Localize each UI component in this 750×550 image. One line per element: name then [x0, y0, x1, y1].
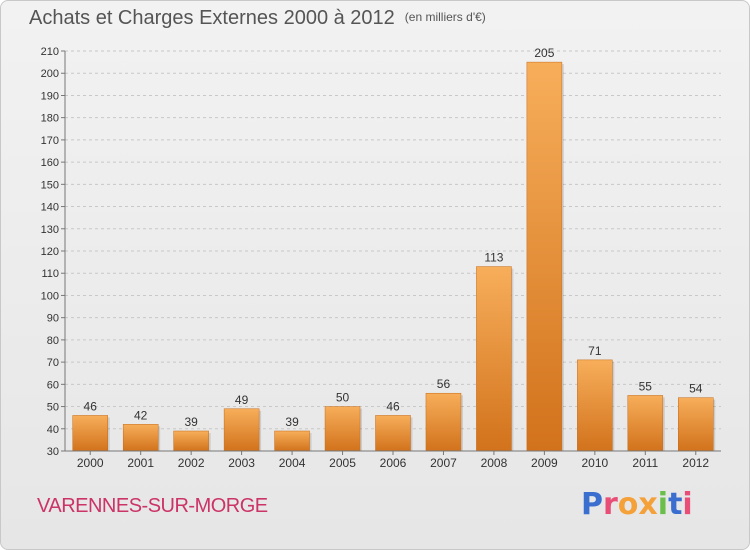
x-tick-label-2005: 2005 [329, 456, 356, 470]
y-tick-label: 200 [41, 68, 59, 80]
bar-2012 [678, 397, 714, 452]
logo-letter: i [682, 487, 693, 522]
logo-letter: t [668, 487, 683, 522]
data-label-2006: 46 [386, 399, 400, 413]
x-tick-label-2004: 2004 [279, 456, 306, 470]
x-tick-label-2008: 2008 [481, 456, 508, 470]
y-tick-label: 110 [41, 268, 59, 280]
x-tick-label-2006: 2006 [380, 456, 407, 470]
y-tick-label: 140 [41, 202, 59, 214]
logo-letter: P [581, 487, 603, 522]
x-tick-label-2010: 2010 [581, 456, 608, 470]
y-tick-label: 160 [41, 157, 59, 169]
bar-2007 [425, 392, 462, 452]
y-tick-label: 80 [47, 335, 59, 347]
bar-2001 [122, 424, 159, 452]
title-unit: (en milliers d'€) [404, 10, 486, 24]
x-tick-label-2001: 2001 [127, 456, 154, 470]
data-label-2003: 49 [235, 393, 249, 407]
data-label-2005: 50 [336, 391, 350, 405]
logo-letter: r [603, 487, 618, 522]
data-label-2011: 55 [639, 379, 653, 393]
x-tick-label-2002: 2002 [178, 456, 205, 470]
bar-2005 [324, 406, 361, 452]
data-label-2010: 71 [588, 344, 602, 358]
logo-letter: x [638, 487, 658, 522]
y-tick-label: 150 [41, 179, 59, 191]
commune-name: VARENNES-SUR-MORGE [37, 495, 268, 517]
y-tick-label: 70 [47, 357, 59, 369]
x-tick-label-2000: 2000 [77, 456, 104, 470]
bar-2011 [627, 395, 664, 452]
x-tick-label-2012: 2012 [682, 456, 709, 470]
logo-letter: i [657, 487, 669, 522]
bar-2004 [274, 430, 310, 452]
axes: 30 40 50 60 70 80 90 100 110 120 130 140 150 160 170 18… [41, 46, 721, 470]
data-label-2004: 39 [285, 415, 299, 429]
y-tick-label: 120 [41, 246, 59, 258]
grid-lines [65, 50, 721, 452]
data-label-2001: 42 [134, 408, 148, 422]
chart-title: Achats et Charges Externes 2000 à 2012 (e… [29, 7, 486, 30]
title-text: Achats et Charges Externes 2000 à 2012 [29, 7, 395, 29]
x-tick-label-2011: 2011 [632, 456, 658, 470]
y-tick-label: 180 [41, 113, 59, 125]
x-tick-label-2003: 2003 [228, 456, 255, 470]
y-tick-label: 190 [41, 90, 59, 102]
data-labels: 46 42 39 49 39 50 46 56 113 205 71 55 54 [84, 46, 703, 429]
bar-2010 [577, 359, 613, 452]
y-tick-label: 210 [41, 46, 59, 58]
bar-2006 [375, 415, 411, 452]
logo-letter: o [617, 487, 639, 522]
data-label-2012: 54 [689, 382, 703, 396]
data-label-2000: 46 [84, 399, 98, 413]
data-label-2007: 56 [437, 377, 451, 391]
x-tick-label-2009: 2009 [531, 456, 558, 470]
y-tick-label: 50 [47, 402, 59, 414]
y-tick-label: 90 [47, 313, 59, 325]
proxiti-logo[interactable]: Proxiti [581, 487, 693, 522]
data-label-2002: 39 [184, 415, 198, 429]
y-tick-label: 30 [47, 446, 59, 458]
bar-2002 [173, 430, 209, 452]
bars [72, 61, 716, 452]
bar-2000 [72, 415, 108, 452]
data-label-2009: 205 [534, 46, 554, 60]
y-tick-label: 60 [47, 379, 59, 391]
bar-2008 [476, 266, 512, 452]
bar-2003 [223, 408, 260, 452]
x-tick-label-2007: 2007 [430, 456, 457, 470]
y-tick-label: 40 [47, 424, 59, 436]
y-tick-label: 130 [41, 224, 59, 236]
y-tick-label: 100 [41, 290, 59, 302]
y-tick-label: 170 [41, 135, 59, 147]
data-label-2008: 113 [484, 251, 503, 265]
bar-2009 [526, 61, 563, 452]
